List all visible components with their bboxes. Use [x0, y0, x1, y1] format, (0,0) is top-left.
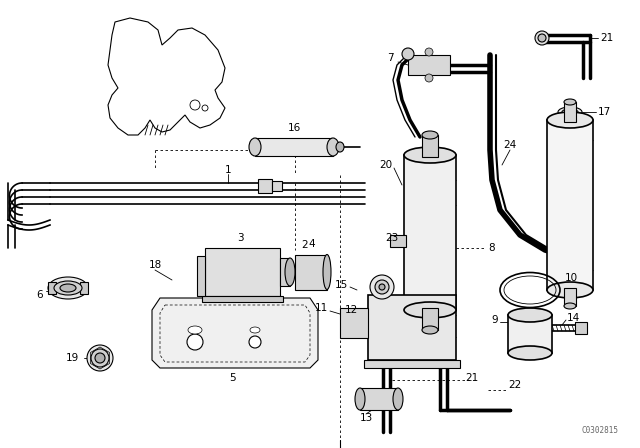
Ellipse shape — [564, 99, 576, 105]
Ellipse shape — [54, 281, 82, 295]
Ellipse shape — [508, 308, 552, 322]
Text: 10: 10 — [565, 273, 578, 283]
Ellipse shape — [558, 107, 582, 117]
Ellipse shape — [562, 109, 578, 115]
Text: 15: 15 — [335, 280, 348, 290]
Text: 22: 22 — [508, 380, 521, 390]
Ellipse shape — [323, 254, 331, 289]
Bar — [255, 138, 333, 156]
Circle shape — [370, 275, 394, 299]
Circle shape — [187, 334, 203, 350]
Bar — [422, 308, 438, 330]
Text: 6: 6 — [36, 290, 44, 300]
Bar — [575, 322, 587, 334]
Ellipse shape — [404, 302, 456, 318]
Circle shape — [402, 48, 414, 60]
Text: 19: 19 — [65, 353, 79, 363]
Circle shape — [425, 74, 433, 82]
Bar — [258, 179, 272, 193]
Text: 24: 24 — [504, 140, 516, 150]
Bar — [360, 388, 398, 410]
Circle shape — [538, 34, 546, 42]
Text: 12: 12 — [345, 305, 358, 315]
Text: 21: 21 — [465, 373, 479, 383]
Circle shape — [535, 31, 549, 45]
Text: 16: 16 — [287, 123, 301, 133]
Bar — [295, 255, 327, 290]
Circle shape — [379, 284, 385, 290]
Bar — [340, 308, 368, 338]
Circle shape — [91, 349, 109, 367]
Text: 8: 8 — [488, 243, 495, 253]
Text: C0302815: C0302815 — [581, 426, 618, 435]
Text: 11: 11 — [315, 303, 328, 313]
Polygon shape — [152, 298, 318, 368]
Bar — [547, 120, 593, 290]
Text: 13: 13 — [360, 413, 372, 423]
Ellipse shape — [393, 388, 403, 410]
Ellipse shape — [404, 147, 456, 163]
Ellipse shape — [188, 326, 202, 334]
Text: 7: 7 — [387, 53, 394, 63]
Text: 23: 23 — [385, 233, 398, 243]
Ellipse shape — [249, 138, 261, 156]
Bar — [364, 360, 460, 368]
Ellipse shape — [48, 277, 88, 299]
Ellipse shape — [355, 388, 365, 410]
Bar — [205, 248, 280, 296]
Ellipse shape — [508, 346, 552, 360]
Text: 1: 1 — [225, 165, 231, 175]
Text: 17: 17 — [598, 107, 611, 117]
Bar — [564, 102, 576, 122]
Circle shape — [375, 280, 389, 294]
Text: 14: 14 — [567, 313, 580, 323]
Bar — [422, 135, 438, 157]
Bar — [48, 282, 56, 294]
Ellipse shape — [422, 131, 438, 139]
Bar — [280, 258, 290, 286]
Ellipse shape — [327, 138, 339, 156]
Circle shape — [95, 353, 105, 363]
Ellipse shape — [250, 327, 260, 333]
Ellipse shape — [564, 303, 576, 309]
Ellipse shape — [285, 258, 295, 286]
Text: 4: 4 — [308, 239, 316, 249]
Text: 20: 20 — [379, 160, 392, 170]
Text: 18: 18 — [148, 260, 162, 270]
Text: 5: 5 — [228, 373, 236, 383]
Bar — [408, 55, 450, 75]
Bar — [368, 295, 456, 360]
Text: 21: 21 — [600, 33, 613, 43]
Bar — [404, 155, 456, 310]
Ellipse shape — [547, 282, 593, 298]
Bar — [272, 181, 282, 191]
Bar — [202, 296, 283, 302]
Ellipse shape — [60, 284, 76, 292]
Circle shape — [425, 48, 433, 56]
Text: 3: 3 — [237, 233, 243, 243]
Ellipse shape — [547, 112, 593, 128]
Bar — [390, 235, 406, 247]
Ellipse shape — [336, 142, 344, 152]
Text: 2: 2 — [301, 240, 308, 250]
Circle shape — [87, 345, 113, 371]
Bar — [564, 288, 576, 306]
Bar — [80, 282, 88, 294]
Bar — [197, 256, 205, 296]
Text: 9: 9 — [492, 315, 498, 325]
Bar — [508, 315, 552, 353]
Ellipse shape — [422, 326, 438, 334]
Circle shape — [249, 336, 261, 348]
